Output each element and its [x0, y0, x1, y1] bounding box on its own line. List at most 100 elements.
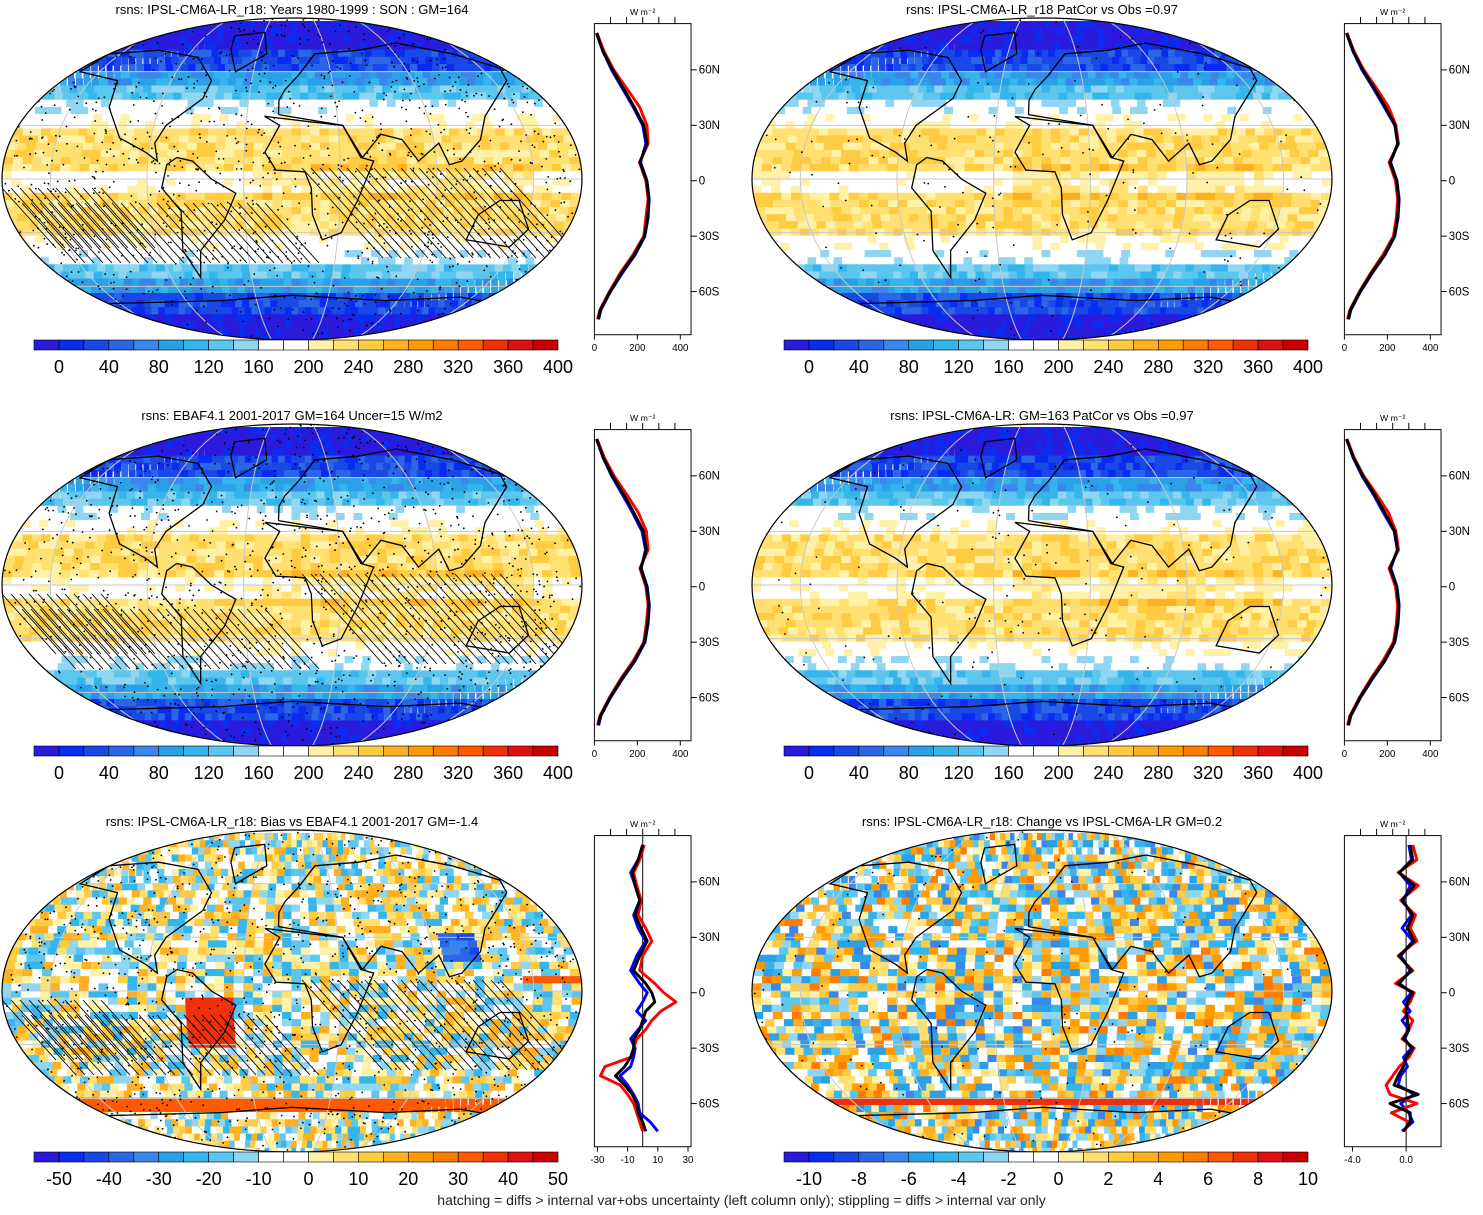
lat-tick-label: 60N	[699, 471, 720, 483]
zonal-profile: W m⁻² 60N 30N 0 30S 60S 0 200 400	[1342, 413, 1483, 762]
colorbar-swatch	[883, 745, 910, 757]
lat-tick-label: 60S	[1449, 286, 1470, 298]
colorbar-label: 320	[443, 357, 473, 377]
colorbar-swatch	[133, 745, 160, 757]
colorbar-swatch	[1232, 745, 1259, 757]
colorbar-label: 400	[1293, 763, 1323, 783]
colorbar-label: 80	[899, 763, 919, 783]
lat-tick-label: 30S	[699, 231, 720, 243]
colorbar-swatch	[1083, 1151, 1109, 1163]
colorbar-swatch	[1033, 339, 1059, 351]
colorbar-label: 30	[448, 1169, 468, 1189]
colorbar-label: 40	[849, 357, 869, 377]
panel-title: rsns: IPSL-CM6A-LR_r18: Bias vs EBAF4.1 …	[2, 814, 582, 829]
colorbar-swatch	[58, 1151, 85, 1163]
colorbar-label: 160	[994, 763, 1024, 783]
lat-tick-label: 30N	[1449, 932, 1470, 944]
colorbar-label: 240	[1093, 763, 1123, 783]
x-tick-label: -30	[590, 1155, 604, 1166]
lat-tick-label: 60S	[1449, 692, 1470, 704]
map-field	[752, 18, 1332, 340]
colorbar-label: 280	[1143, 357, 1173, 377]
zonal-profile: W m⁻² 60N 30N 0 30S 60S -30 -10 10 30	[590, 819, 734, 1168]
colorbar-swatch	[833, 339, 860, 351]
colorbar-swatch	[158, 339, 185, 351]
graticule	[752, 830, 1332, 1152]
profile-unit: W m⁻²	[1380, 413, 1405, 423]
lat-tick-label: 60S	[1449, 1098, 1470, 1110]
colorbar-swatch	[83, 745, 110, 757]
colorbar-swatch	[333, 339, 359, 351]
colorbar-swatch	[33, 745, 60, 757]
lat-tick-label: 60S	[699, 692, 720, 704]
lat-tick-label: 30S	[1449, 637, 1470, 649]
panel-5: rsns: IPSL-CM6A-LR_r18: Bias vs EBAF4.1 …	[0, 812, 733, 1212]
lat-tick-label: 30S	[699, 637, 720, 649]
colorbar-swatch	[108, 339, 135, 351]
lat-tick-label: 60N	[699, 65, 720, 77]
colorbar-label: 2	[1103, 1169, 1113, 1189]
colorbar-swatch	[407, 339, 434, 351]
panel-3: rsns: EBAF4.1 2001-2017 GM=164 Uncer=15 …	[0, 406, 733, 806]
zonal-profile: W m⁻² 60N 30N 0 30S 60S 0 200 400	[592, 7, 734, 356]
colorbar-swatch	[358, 339, 384, 351]
x-tick-label: 0	[1342, 343, 1347, 354]
colorbar-swatch	[208, 339, 234, 351]
colorbar-swatch	[133, 1151, 160, 1163]
colorbar-swatch	[933, 1151, 959, 1163]
colorbar-swatch	[258, 339, 284, 351]
colorbar: 0 40 80 120 160 200 240 280 320 360 400	[783, 745, 1323, 786]
colorbar-swatch	[1058, 1151, 1084, 1163]
map-field	[2, 424, 582, 746]
colorbar-label: 360	[1243, 357, 1273, 377]
colorbar-swatch	[482, 339, 509, 351]
colorbar-label: 320	[1193, 763, 1223, 783]
x-tick-label: 0.0	[1399, 1155, 1412, 1166]
x-tick-label: 400	[1422, 343, 1438, 354]
x-tick-label: -4.0	[1344, 1155, 1361, 1166]
x-tick-label: 400	[672, 749, 688, 760]
colorbar-swatch	[833, 1151, 860, 1163]
map	[1, 423, 583, 747]
colorbar-swatch	[183, 745, 209, 757]
colorbar-swatch	[407, 745, 434, 757]
colorbar-label: -50	[46, 1169, 72, 1189]
profile-frame	[593, 429, 692, 742]
colorbar-swatch	[258, 745, 284, 757]
colorbar-swatch	[1008, 1151, 1034, 1163]
colorbar-swatch	[1058, 339, 1084, 351]
colorbar-label: -8	[851, 1169, 867, 1189]
colorbar-label: 40	[99, 357, 119, 377]
colorbar-swatch	[858, 745, 885, 757]
lat-tick-label: 30N	[699, 932, 720, 944]
colorbar-swatch	[208, 745, 234, 757]
colorbar-swatch	[1083, 339, 1109, 351]
colorbar-label: -40	[96, 1169, 122, 1189]
coastlines	[78, 437, 530, 711]
colorbar-swatch	[507, 339, 534, 351]
colorbar-label: 6	[1203, 1169, 1213, 1189]
colorbar-label: 400	[543, 357, 573, 377]
colorbar-swatch	[1008, 745, 1034, 757]
profile-unit: W m⁻²	[1380, 7, 1405, 17]
lat-tick-label: 0	[1449, 176, 1455, 188]
panel-title: rsns: EBAF4.1 2001-2017 GM=164 Uncer=15 …	[2, 408, 582, 423]
colorbar-swatch	[532, 339, 559, 351]
x-tick-label: 400	[1422, 749, 1438, 760]
profile-series-line	[595, 32, 651, 320]
colorbar-label: -20	[196, 1169, 222, 1189]
colorbar-swatch	[1083, 745, 1109, 757]
colorbar-swatch	[233, 745, 259, 757]
colorbar-swatch	[1282, 1151, 1309, 1163]
coastlines	[828, 843, 1280, 1117]
x-tick-label: 10	[652, 1155, 663, 1166]
lat-tick-label: 0	[699, 988, 705, 1000]
map	[751, 423, 1333, 747]
colorbar-swatch	[532, 1151, 559, 1163]
lat-tick-label: 30N	[1449, 120, 1470, 132]
colorbar-swatch	[283, 1151, 309, 1163]
colorbar-label: 240	[343, 763, 373, 783]
hatching	[2, 979, 582, 1076]
zonal-profile: W m⁻² 60N 30N 0 30S 60S 0 200 400	[592, 413, 734, 762]
zonal-profile: W m⁻² 60N 30N 0 30S 60S 0 200 400	[1342, 7, 1483, 356]
